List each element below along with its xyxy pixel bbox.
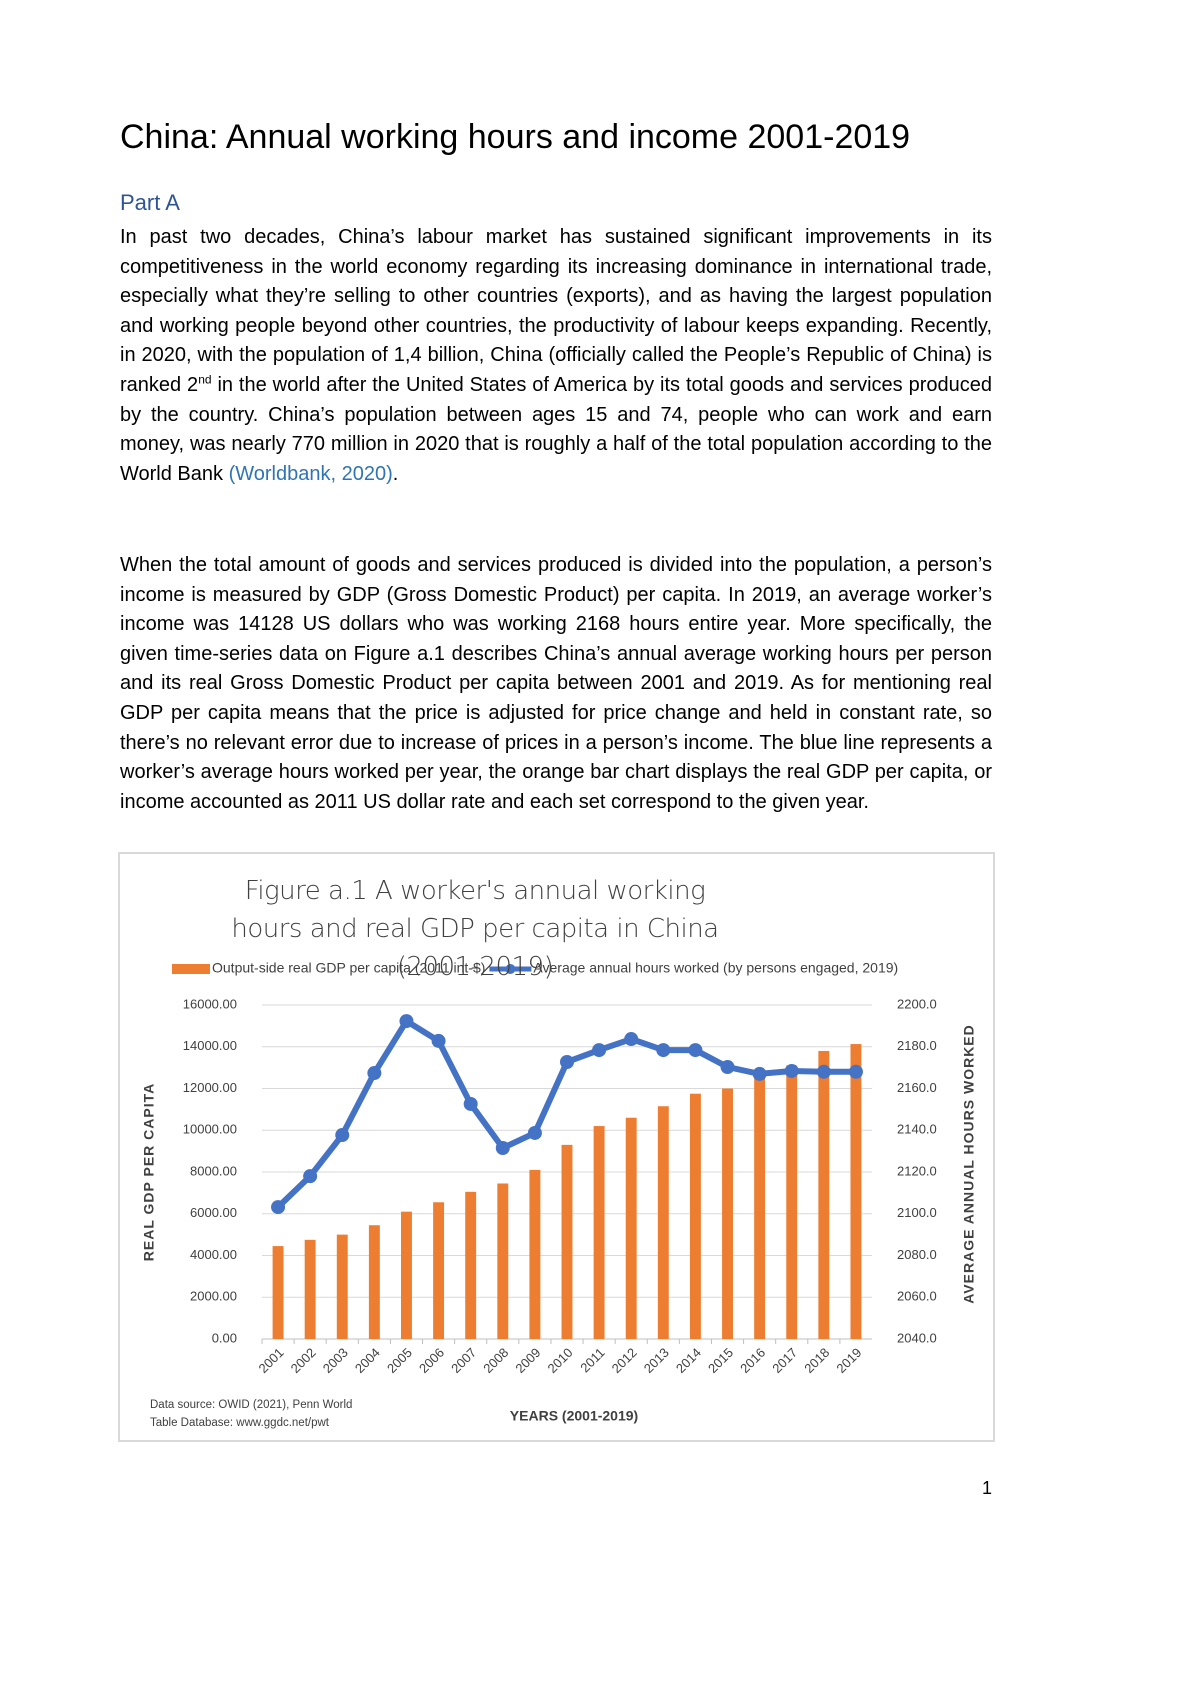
page-number: 1 — [982, 1478, 993, 1498]
section-heading: Part A — [120, 190, 180, 215]
bar — [786, 1065, 798, 1339]
document-title: China: Annual working hours and income 2… — [120, 118, 911, 156]
bar — [529, 1169, 541, 1339]
bar — [336, 1234, 348, 1339]
legend-swatch — [172, 964, 210, 974]
y-tick-label: 12000.00 — [183, 1080, 237, 1095]
x-tick-label: 2003 — [320, 1345, 351, 1376]
x-tick-label: 2009 — [512, 1345, 543, 1376]
bar — [657, 1106, 669, 1339]
y2-axis-title: AVERAGE ANNUAL HOURS WORKED — [961, 1024, 977, 1304]
line-marker — [656, 1043, 671, 1058]
x-tick-label: 2007 — [448, 1345, 479, 1376]
text: In past two decades, China’s labour mark… — [120, 226, 992, 396]
chart-title: Figure a.1 A worker's annual working hou… — [231, 876, 719, 982]
y-tick-label: 6000.00 — [190, 1205, 237, 1220]
bar — [368, 1225, 380, 1339]
x-tick-label: 2002 — [288, 1345, 319, 1376]
text: in the world after the United States of … — [120, 373, 992, 485]
line-marker — [752, 1066, 767, 1081]
y-tick-label: 14000.00 — [183, 1038, 237, 1053]
x-tick-label: 2008 — [480, 1345, 511, 1376]
line-marker — [271, 1200, 286, 1215]
y-tick-label: 16000.00 — [183, 996, 237, 1011]
bar — [272, 1246, 284, 1339]
bar — [850, 1044, 862, 1339]
bar — [561, 1144, 573, 1339]
y2-tick-label: 2160.0 — [897, 1080, 937, 1095]
x-tick-label: 2015 — [705, 1345, 736, 1376]
y-tick-label: 4000.00 — [190, 1247, 237, 1262]
y2-tick-label: 2140.0 — [897, 1122, 937, 1137]
paragraph: When the total amount of goods and servi… — [120, 554, 992, 813]
x-tick-label: 2006 — [416, 1345, 447, 1376]
legend-label: Output-side real GDP per capita (2011 in… — [212, 960, 485, 976]
bar — [433, 1202, 445, 1339]
bar — [304, 1239, 316, 1339]
bar — [401, 1211, 412, 1339]
source-note: Table Database: www.ggdc.net/pwt — [150, 1417, 330, 1429]
legend-label: Average annual hours worked (by persons … — [533, 960, 898, 976]
y-tick-label: 8000.00 — [190, 1163, 237, 1178]
x-tick-label: 2017 — [769, 1345, 800, 1376]
line-marker — [495, 1140, 510, 1155]
line-marker — [688, 1043, 703, 1058]
x-tick-label: 2019 — [833, 1345, 864, 1376]
bar — [754, 1078, 766, 1339]
x-tick-label: 2014 — [673, 1345, 704, 1376]
line-marker — [624, 1032, 639, 1047]
chart: REAL GDP PER CAPITA AVERAGE ANNUAL HOURS… — [141, 960, 977, 1429]
bar — [625, 1117, 637, 1339]
y2-tick-label: 2120.0 — [897, 1163, 937, 1178]
line-marker — [431, 1033, 446, 1048]
line-marker — [816, 1064, 831, 1079]
line-marker — [592, 1043, 607, 1058]
line-marker — [463, 1096, 478, 1111]
x-tick-label: 2001 — [256, 1345, 287, 1376]
text: . — [392, 462, 399, 485]
y-tick-label: 2000.00 — [190, 1289, 237, 1304]
x-tick-label: 2013 — [641, 1345, 672, 1376]
bar — [465, 1191, 477, 1339]
x-tick-label: 2012 — [609, 1345, 640, 1376]
x-tick-label: 2016 — [737, 1345, 768, 1376]
y2-tick-label: 2040.0 — [897, 1330, 937, 1345]
y-tick-label: 0.00 — [212, 1330, 237, 1345]
line-marker — [367, 1066, 382, 1081]
bar — [593, 1126, 605, 1339]
citation-link[interactable]: (Worldbank, 2020) — [228, 462, 393, 485]
x-tick-label: 2005 — [384, 1345, 415, 1376]
x-tick-label: 2010 — [544, 1345, 575, 1376]
chart-box: REAL GDP PER CAPITA AVERAGE ANNUAL HOURS… — [118, 852, 995, 1442]
line-marker — [560, 1054, 574, 1069]
line-marker — [335, 1128, 350, 1143]
y-tick-label: 10000.00 — [183, 1122, 237, 1137]
y2-tick-label: 2060.0 — [897, 1289, 937, 1304]
line-marker — [399, 1014, 414, 1029]
superscript: nd — [198, 372, 212, 387]
x-tick-label: 2018 — [801, 1345, 832, 1376]
y-axis-title: REAL GDP PER CAPITA — [141, 1083, 157, 1261]
legend-swatch — [505, 964, 516, 974]
line-marker — [848, 1064, 863, 1079]
bar — [722, 1088, 733, 1339]
bar — [497, 1183, 509, 1339]
source-note: Data source: OWID (2021), Penn World — [150, 1399, 352, 1411]
y2-tick-label: 2180.0 — [897, 1038, 937, 1053]
bar — [818, 1050, 830, 1339]
line-marker — [720, 1059, 735, 1074]
y2-tick-label: 2100.0 — [897, 1205, 937, 1220]
bar — [689, 1093, 701, 1339]
y2-tick-label: 2080.0 — [897, 1247, 937, 1262]
x-tick-label: 2011 — [577, 1345, 607, 1375]
x-tick-label: 2004 — [352, 1345, 383, 1376]
line-marker — [784, 1063, 799, 1078]
line-marker — [303, 1169, 318, 1184]
paragraph: In past two decades, China’s labour mark… — [120, 223, 992, 489]
x-axis-title: YEARS (2001-2019) — [510, 1408, 638, 1424]
line-marker — [527, 1125, 542, 1140]
y2-tick-label: 2200.0 — [897, 996, 937, 1011]
